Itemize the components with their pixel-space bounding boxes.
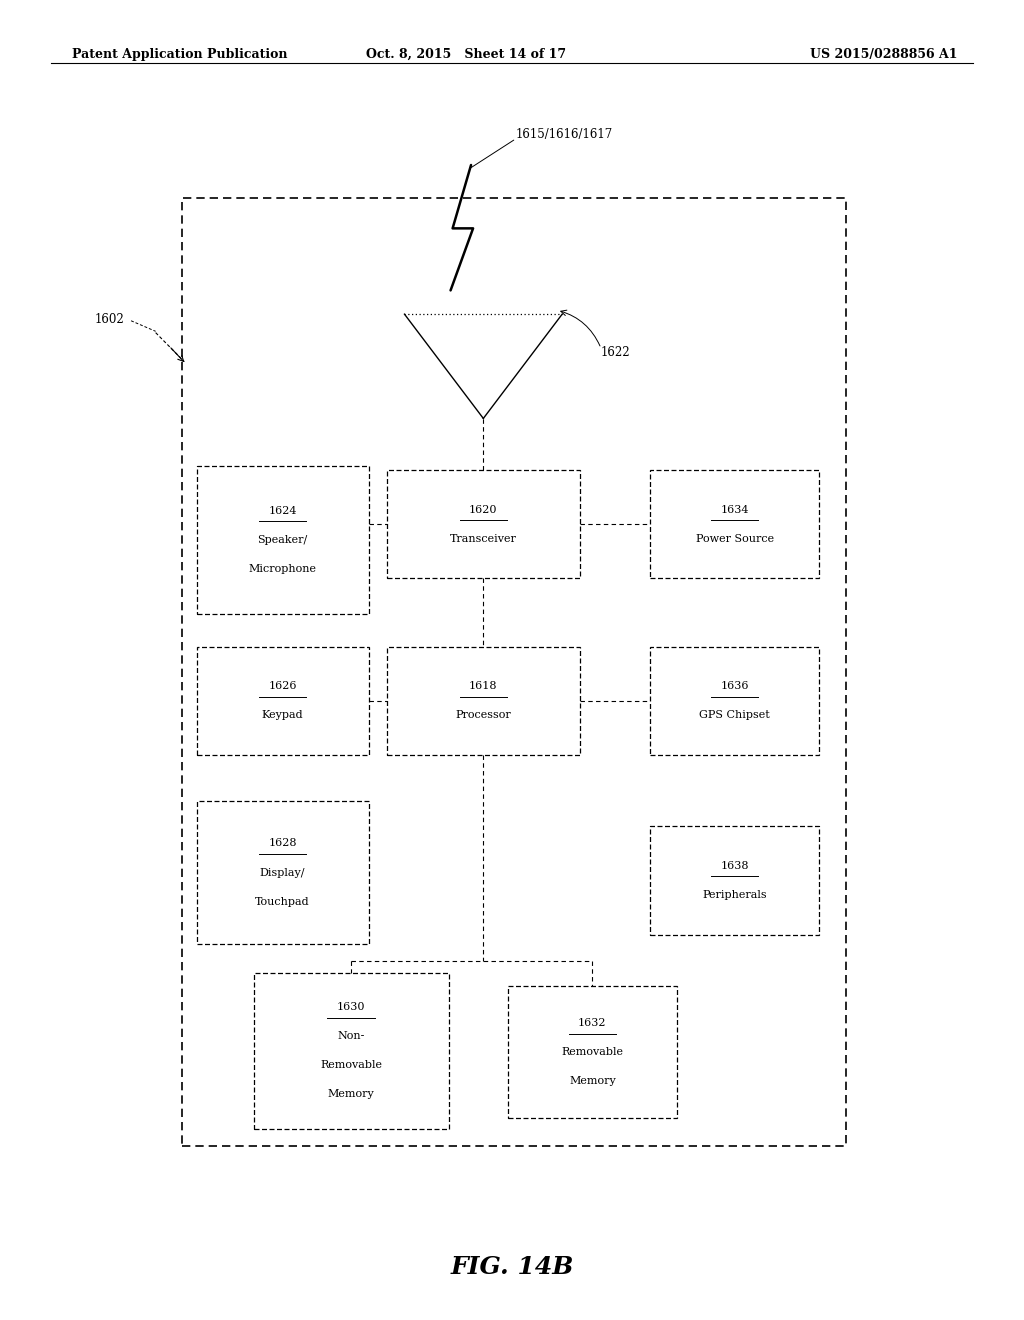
Text: Memory: Memory bbox=[569, 1076, 615, 1086]
Text: Oct. 8, 2015   Sheet 14 of 17: Oct. 8, 2015 Sheet 14 of 17 bbox=[366, 48, 566, 61]
Text: Transceiver: Transceiver bbox=[450, 533, 517, 544]
Text: Speaker/: Speaker/ bbox=[257, 535, 308, 545]
Text: Keypad: Keypad bbox=[262, 710, 303, 721]
Text: Touchpad: Touchpad bbox=[255, 896, 310, 907]
Text: 1620: 1620 bbox=[469, 504, 498, 515]
Bar bbox=[182, 198, 846, 1146]
Text: 1628: 1628 bbox=[268, 838, 297, 849]
Bar bbox=[197, 801, 369, 944]
Bar bbox=[197, 647, 369, 755]
Text: Microphone: Microphone bbox=[249, 564, 316, 574]
Text: Display/: Display/ bbox=[260, 867, 305, 878]
Text: Processor: Processor bbox=[456, 710, 511, 721]
Text: 1618: 1618 bbox=[469, 681, 498, 692]
Text: US 2015/0288856 A1: US 2015/0288856 A1 bbox=[810, 48, 957, 61]
Text: Patent Application Publication: Patent Application Publication bbox=[72, 48, 287, 61]
Text: 1636: 1636 bbox=[721, 681, 749, 692]
Bar bbox=[254, 973, 449, 1129]
Bar bbox=[650, 470, 819, 578]
Text: 1634: 1634 bbox=[721, 504, 749, 515]
Text: 1630: 1630 bbox=[337, 1002, 366, 1012]
Text: 1602: 1602 bbox=[94, 313, 124, 326]
Text: Non-: Non- bbox=[338, 1031, 365, 1041]
Text: Removable: Removable bbox=[561, 1047, 624, 1057]
Bar bbox=[387, 470, 580, 578]
Text: Removable: Removable bbox=[321, 1060, 382, 1071]
Text: Memory: Memory bbox=[328, 1089, 375, 1100]
Text: 1624: 1624 bbox=[268, 506, 297, 516]
Text: Peripherals: Peripherals bbox=[702, 890, 767, 900]
Text: FIG. 14B: FIG. 14B bbox=[451, 1255, 573, 1279]
Bar bbox=[650, 826, 819, 935]
Bar bbox=[197, 466, 369, 614]
Text: 1615/1616/1617: 1615/1616/1617 bbox=[516, 128, 613, 141]
Bar bbox=[650, 647, 819, 755]
Bar bbox=[387, 647, 580, 755]
Text: 1638: 1638 bbox=[721, 861, 749, 871]
Text: GPS Chipset: GPS Chipset bbox=[699, 710, 770, 721]
Text: 1622: 1622 bbox=[601, 346, 631, 359]
Text: 1626: 1626 bbox=[268, 681, 297, 692]
Bar bbox=[508, 986, 677, 1118]
Text: Power Source: Power Source bbox=[695, 533, 774, 544]
Text: 1632: 1632 bbox=[579, 1018, 606, 1028]
